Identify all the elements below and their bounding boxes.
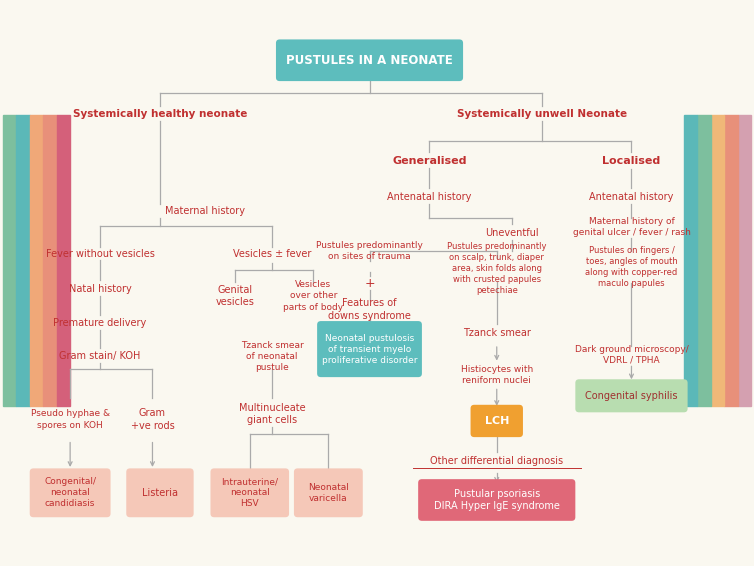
Text: Maternal history: Maternal history [165,206,245,216]
Text: Congenital/
neonatal
candidiasis: Congenital/ neonatal candidiasis [44,477,97,508]
Bar [17,115,29,406]
Text: Generalised: Generalised [392,156,467,166]
Bar [29,115,43,406]
Bar [3,115,17,406]
Text: Systemically healthy neonate: Systemically healthy neonate [73,109,247,119]
Text: Gram stain/ KOH: Gram stain/ KOH [60,351,141,361]
FancyBboxPatch shape [276,40,463,81]
Text: Fever without vesicles: Fever without vesicles [46,249,155,259]
FancyBboxPatch shape [29,469,111,517]
Text: +: + [364,277,375,289]
Text: Systemically unwell Neonate: Systemically unwell Neonate [457,109,627,119]
Bar [737,115,751,406]
Text: LCH: LCH [485,416,509,426]
Text: Pustular psoriasis
DIRA Hyper IgE syndrome: Pustular psoriasis DIRA Hyper IgE syndro… [434,489,559,511]
Text: Pustules predominantly
on scalp, trunk, diaper
area, skin folds along
with crust: Pustules predominantly on scalp, trunk, … [447,242,547,295]
Text: Premature delivery: Premature delivery [54,318,147,328]
Text: Vesicles
over other
parts of body: Vesicles over other parts of body [284,280,343,311]
Text: Intrauterine/
neonatal
HSV: Intrauterine/ neonatal HSV [221,477,278,508]
Bar [57,115,70,406]
Text: Antenatal history: Antenatal history [388,192,471,201]
Text: Features of
downs syndrome: Features of downs syndrome [328,298,411,321]
Text: Vesicles ± fever: Vesicles ± fever [233,249,311,259]
Bar [684,115,697,406]
Text: Listeria: Listeria [142,488,178,498]
Text: Antenatal history: Antenatal history [590,192,673,201]
Bar [711,115,725,406]
Text: Pseudo hyphae &
spores on KOH: Pseudo hyphae & spores on KOH [31,409,109,430]
FancyBboxPatch shape [470,405,523,437]
FancyBboxPatch shape [317,321,422,377]
Text: Other differential diagnosis: Other differential diagnosis [431,456,563,466]
Text: Dark ground microscopy/
VDRL / TPHA: Dark ground microscopy/ VDRL / TPHA [575,345,688,365]
Bar [43,115,57,406]
Bar [697,115,711,406]
Text: Pustules predominantly
on sites of trauma: Pustules predominantly on sites of traum… [316,241,423,261]
Text: Gram
+ve rods: Gram +ve rods [130,408,174,431]
Text: PUSTULES IN A NEONATE: PUSTULES IN A NEONATE [286,54,453,67]
Text: Localised: Localised [602,156,661,166]
Text: Uneventful: Uneventful [485,228,538,238]
Text: Pustules on fingers /
toes, angles of mouth
along with copper-red
maculo papules: Pustules on fingers / toes, angles of mo… [585,246,678,288]
FancyBboxPatch shape [294,469,363,517]
Text: Maternal history of
genital ulcer / fever / rash: Maternal history of genital ulcer / feve… [572,217,691,237]
FancyBboxPatch shape [575,379,688,413]
Text: Neonatal
varicella: Neonatal varicella [308,483,349,503]
FancyBboxPatch shape [210,469,289,517]
Bar [725,115,737,406]
Text: Histiocytes with
reniform nuclei: Histiocytes with reniform nuclei [461,365,533,385]
Text: Genital
vesicles: Genital vesicles [216,285,254,307]
Text: Congenital syphilis: Congenital syphilis [585,391,678,401]
Text: Multinucleate
giant cells: Multinucleate giant cells [239,402,305,425]
FancyBboxPatch shape [418,479,575,521]
Text: Tzanck smear
of neonatal
pustule: Tzanck smear of neonatal pustule [241,341,304,372]
FancyBboxPatch shape [126,469,194,517]
Text: Natal history: Natal history [69,284,131,294]
Text: Tzanck smear: Tzanck smear [463,328,531,338]
Text: Neonatal pustulosis
of transient myelo
proliferative disorder: Neonatal pustulosis of transient myelo p… [322,333,417,365]
